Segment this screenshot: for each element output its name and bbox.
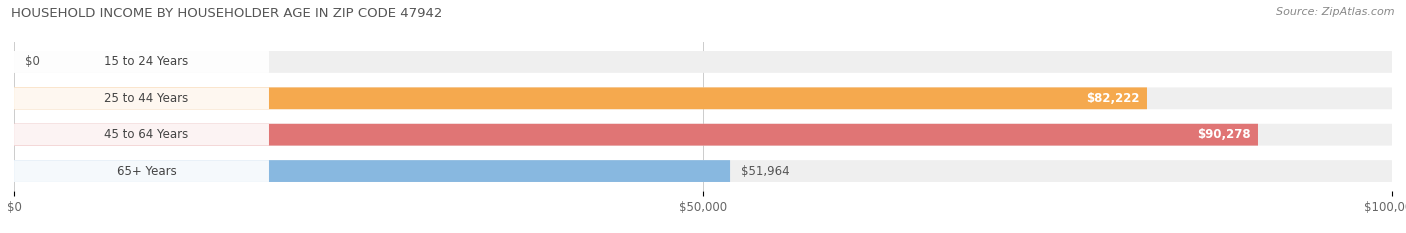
FancyBboxPatch shape — [14, 51, 269, 73]
FancyBboxPatch shape — [14, 124, 1258, 146]
FancyBboxPatch shape — [14, 87, 1392, 109]
Text: 15 to 24 Years: 15 to 24 Years — [104, 55, 188, 69]
Text: $82,222: $82,222 — [1087, 92, 1140, 105]
FancyBboxPatch shape — [14, 160, 730, 182]
FancyBboxPatch shape — [14, 87, 1147, 109]
FancyBboxPatch shape — [14, 124, 269, 146]
FancyBboxPatch shape — [14, 124, 1392, 146]
Text: HOUSEHOLD INCOME BY HOUSEHOLDER AGE IN ZIP CODE 47942: HOUSEHOLD INCOME BY HOUSEHOLDER AGE IN Z… — [11, 7, 443, 20]
Text: 45 to 64 Years: 45 to 64 Years — [104, 128, 188, 141]
FancyBboxPatch shape — [14, 160, 269, 182]
Text: $51,964: $51,964 — [741, 164, 790, 178]
Text: 25 to 44 Years: 25 to 44 Years — [104, 92, 188, 105]
Text: $0: $0 — [25, 55, 39, 69]
FancyBboxPatch shape — [14, 51, 1392, 73]
Text: $90,278: $90,278 — [1198, 128, 1251, 141]
FancyBboxPatch shape — [14, 160, 1392, 182]
FancyBboxPatch shape — [14, 87, 269, 109]
Text: 65+ Years: 65+ Years — [117, 164, 177, 178]
Text: Source: ZipAtlas.com: Source: ZipAtlas.com — [1277, 7, 1395, 17]
